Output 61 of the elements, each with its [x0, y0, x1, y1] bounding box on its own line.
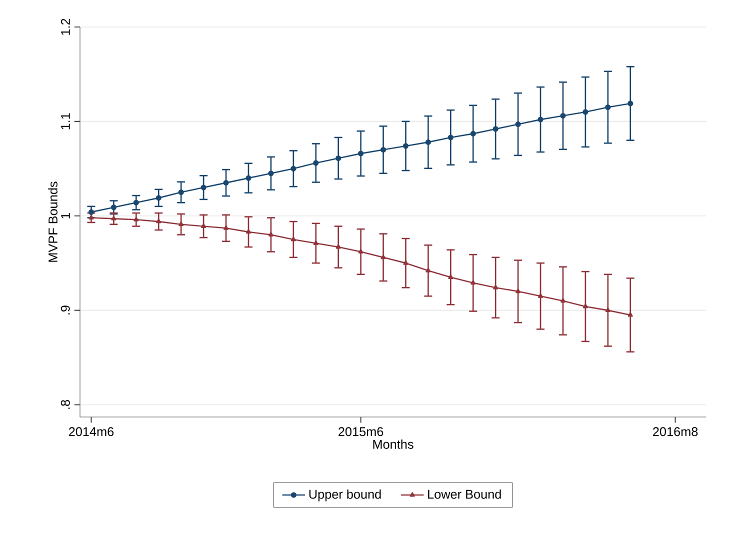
y-axis-title: MVPF Bounds	[48, 182, 58, 262]
y-tick-label: 1	[61, 212, 70, 218]
point	[134, 216, 139, 222]
point	[156, 195, 162, 201]
point	[538, 116, 544, 122]
point	[110, 204, 116, 210]
point	[560, 298, 566, 303]
point	[268, 170, 274, 176]
point	[380, 254, 386, 260]
point	[605, 307, 610, 312]
point	[178, 222, 184, 226]
x-axis-title: Months	[373, 440, 414, 449]
y-tick-label: 1.1	[61, 113, 70, 130]
point	[156, 218, 162, 224]
y-tick-label: 1.2	[60, 18, 70, 35]
point	[516, 288, 521, 294]
point	[493, 284, 498, 290]
point	[313, 240, 318, 245]
point	[358, 150, 364, 156]
y-tick-label: .9	[60, 306, 70, 314]
point	[290, 236, 296, 242]
x-tick-label: 2014m6	[68, 427, 114, 436]
point	[538, 293, 544, 298]
point	[448, 134, 454, 140]
point	[582, 109, 588, 115]
point	[470, 280, 476, 285]
point	[290, 166, 296, 172]
point	[582, 304, 588, 308]
point	[605, 104, 611, 110]
y-tick-label: .8	[60, 400, 70, 409]
point	[358, 248, 364, 254]
point	[402, 143, 409, 149]
point	[628, 100, 634, 106]
point	[178, 189, 184, 196]
x-tick-label: 2015m6	[338, 427, 384, 436]
point	[223, 180, 229, 186]
point	[470, 130, 476, 137]
point	[380, 146, 386, 153]
point	[492, 126, 498, 132]
point	[425, 139, 431, 146]
point	[515, 121, 521, 128]
point	[88, 209, 94, 215]
point	[224, 225, 229, 230]
point	[200, 184, 206, 190]
legend-label: Upper bound	[309, 489, 381, 502]
point	[336, 155, 342, 162]
point	[246, 175, 252, 181]
point	[313, 160, 319, 166]
point	[426, 268, 431, 272]
point	[336, 244, 341, 249]
point	[448, 274, 454, 279]
point	[268, 232, 274, 236]
point	[628, 312, 633, 317]
point	[111, 216, 116, 220]
x-tick-label: 2016m8	[653, 427, 698, 436]
point	[201, 223, 206, 228]
point	[246, 229, 251, 234]
point	[133, 200, 139, 206]
point	[560, 112, 566, 119]
point	[403, 260, 408, 265]
legend-label: Lower Bound	[428, 489, 501, 499]
